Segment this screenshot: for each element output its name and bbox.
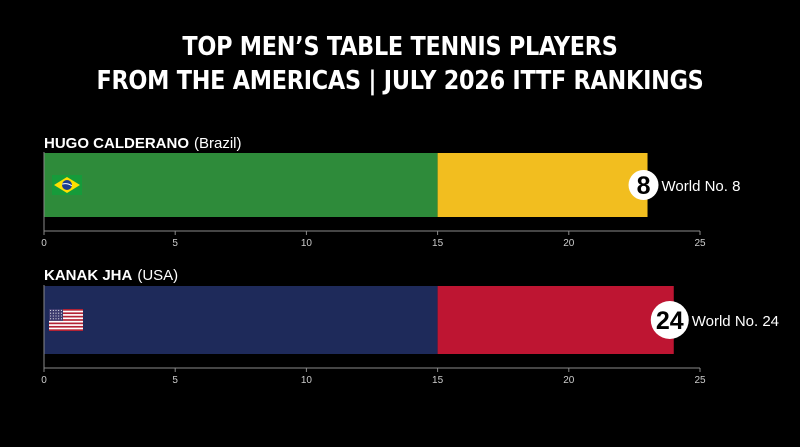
player-label: HUGO CALDERANO (Brazil) xyxy=(44,135,242,152)
flag-star xyxy=(60,318,62,320)
flag-star xyxy=(58,318,60,320)
flag-stripe xyxy=(49,322,83,325)
bar-segment-2 xyxy=(437,286,674,354)
x-tick-label: 0 xyxy=(41,238,47,249)
world-rank-annotation: World No. 24 xyxy=(692,313,779,330)
chart-title-line-2: FROM THE AMERICAS | JULY 2026 ITTF RANKI… xyxy=(96,66,704,96)
rank-badge-label: 24 xyxy=(656,307,684,335)
x-tick-label: 15 xyxy=(432,238,444,249)
flag-star xyxy=(60,315,62,317)
player-name: KANAK JHA xyxy=(44,267,133,284)
bar-segment-1 xyxy=(44,286,438,354)
flag-star xyxy=(50,315,52,317)
player-label: KANAK JHA (USA) xyxy=(44,267,178,284)
flag-star xyxy=(55,309,57,311)
flag-star xyxy=(52,312,54,314)
rank-badge xyxy=(628,170,659,200)
flag-star xyxy=(60,312,62,314)
bar-segment-2 xyxy=(437,153,648,217)
x-tick-label: 10 xyxy=(301,375,313,386)
x-tick-label: 15 xyxy=(432,375,444,386)
brazil-flag-icon xyxy=(52,175,82,195)
flag-star xyxy=(50,312,52,314)
rank-badge-label: 8 xyxy=(637,172,651,200)
flag-stripe xyxy=(49,312,83,315)
x-tick-label: 10 xyxy=(301,238,313,249)
chart-title-line-1: TOP MEN’S TABLE TENNIS PLAYERS xyxy=(182,32,618,62)
flag-star xyxy=(58,312,60,314)
flag-star xyxy=(50,309,52,311)
chart-title: TOP MEN’S TABLE TENNIS PLAYERS FROM THE … xyxy=(56,30,744,98)
x-tick-label: 25 xyxy=(694,238,706,249)
flag-stripe xyxy=(49,325,83,328)
flag-star xyxy=(50,318,52,320)
x-tick-label: 0 xyxy=(41,375,47,386)
flag-star xyxy=(60,309,62,311)
player-name: HUGO CALDERANO xyxy=(44,135,189,152)
x-tick-label: 5 xyxy=(172,375,178,386)
flag-star xyxy=(55,312,57,314)
flag-stripe xyxy=(49,329,83,331)
flag-canton xyxy=(49,309,63,321)
player-country: (USA) xyxy=(137,267,178,284)
x-tick-label: 25 xyxy=(694,375,706,386)
world-rank-annotation: World No. 8 xyxy=(662,178,741,195)
flag-star xyxy=(52,318,54,320)
bar-segment-1 xyxy=(44,153,438,217)
usa-flag-icon xyxy=(49,309,83,331)
player-panel-1: HUGO CALDERANO (Brazil) 0 5 10 15 20 25 8 World N… xyxy=(41,135,740,249)
player-country: (Brazil) xyxy=(194,135,242,152)
flag-star xyxy=(55,315,57,317)
flag-star xyxy=(52,315,54,317)
flag-globe xyxy=(62,180,72,190)
flag-star xyxy=(55,318,57,320)
x-tick-label: 5 xyxy=(172,238,178,249)
flag-stripe xyxy=(49,309,83,311)
x-tick-label: 20 xyxy=(563,238,575,249)
rank-badge xyxy=(650,301,689,339)
player-panel-2: KANAK JHA (USA) 0 5 10 15 20 25 24 World No. 24 xyxy=(41,267,779,386)
x-tick-label: 20 xyxy=(563,375,575,386)
flag-star xyxy=(58,309,60,311)
flag-band xyxy=(62,183,73,187)
flag-stripe xyxy=(49,315,83,318)
flag-star xyxy=(52,309,54,311)
flag-star xyxy=(58,315,60,317)
flag-stripe xyxy=(49,319,83,321)
